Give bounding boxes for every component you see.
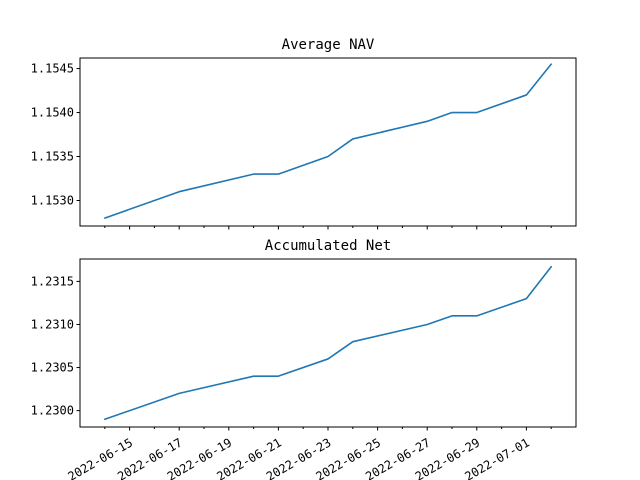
y-tick-label: 1.1535 xyxy=(31,150,74,164)
average-nav-axes-frame xyxy=(79,57,577,227)
accumulated-net-line xyxy=(104,265,552,421)
accumulated-net-y-ticks: 1.2300 1.2305 1.2310 1.2315 xyxy=(31,274,80,418)
average-nav-panel: Average NAV 1.1530 1.1535 1.1540 1.1545 xyxy=(31,37,577,230)
average-nav-y-ticks: 1.1530 1.1535 1.1540 1.1545 xyxy=(31,62,80,207)
y-tick-label: 1.2300 xyxy=(31,404,74,418)
y-tick-label: 1.1540 xyxy=(31,106,74,120)
y-tick-label: 1.1545 xyxy=(31,62,74,76)
y-tick-label: 1.1530 xyxy=(31,193,74,207)
y-tick-label: 1.2315 xyxy=(31,274,74,288)
average-nav-title: Average NAV xyxy=(282,37,375,53)
y-tick-label: 1.2310 xyxy=(31,317,74,331)
y-tick-label: 1.2305 xyxy=(31,361,74,375)
accumulated-net-title: Accumulated Net xyxy=(265,238,391,254)
accumulated-net-axes-frame xyxy=(79,258,577,428)
average-nav-line xyxy=(104,63,552,219)
